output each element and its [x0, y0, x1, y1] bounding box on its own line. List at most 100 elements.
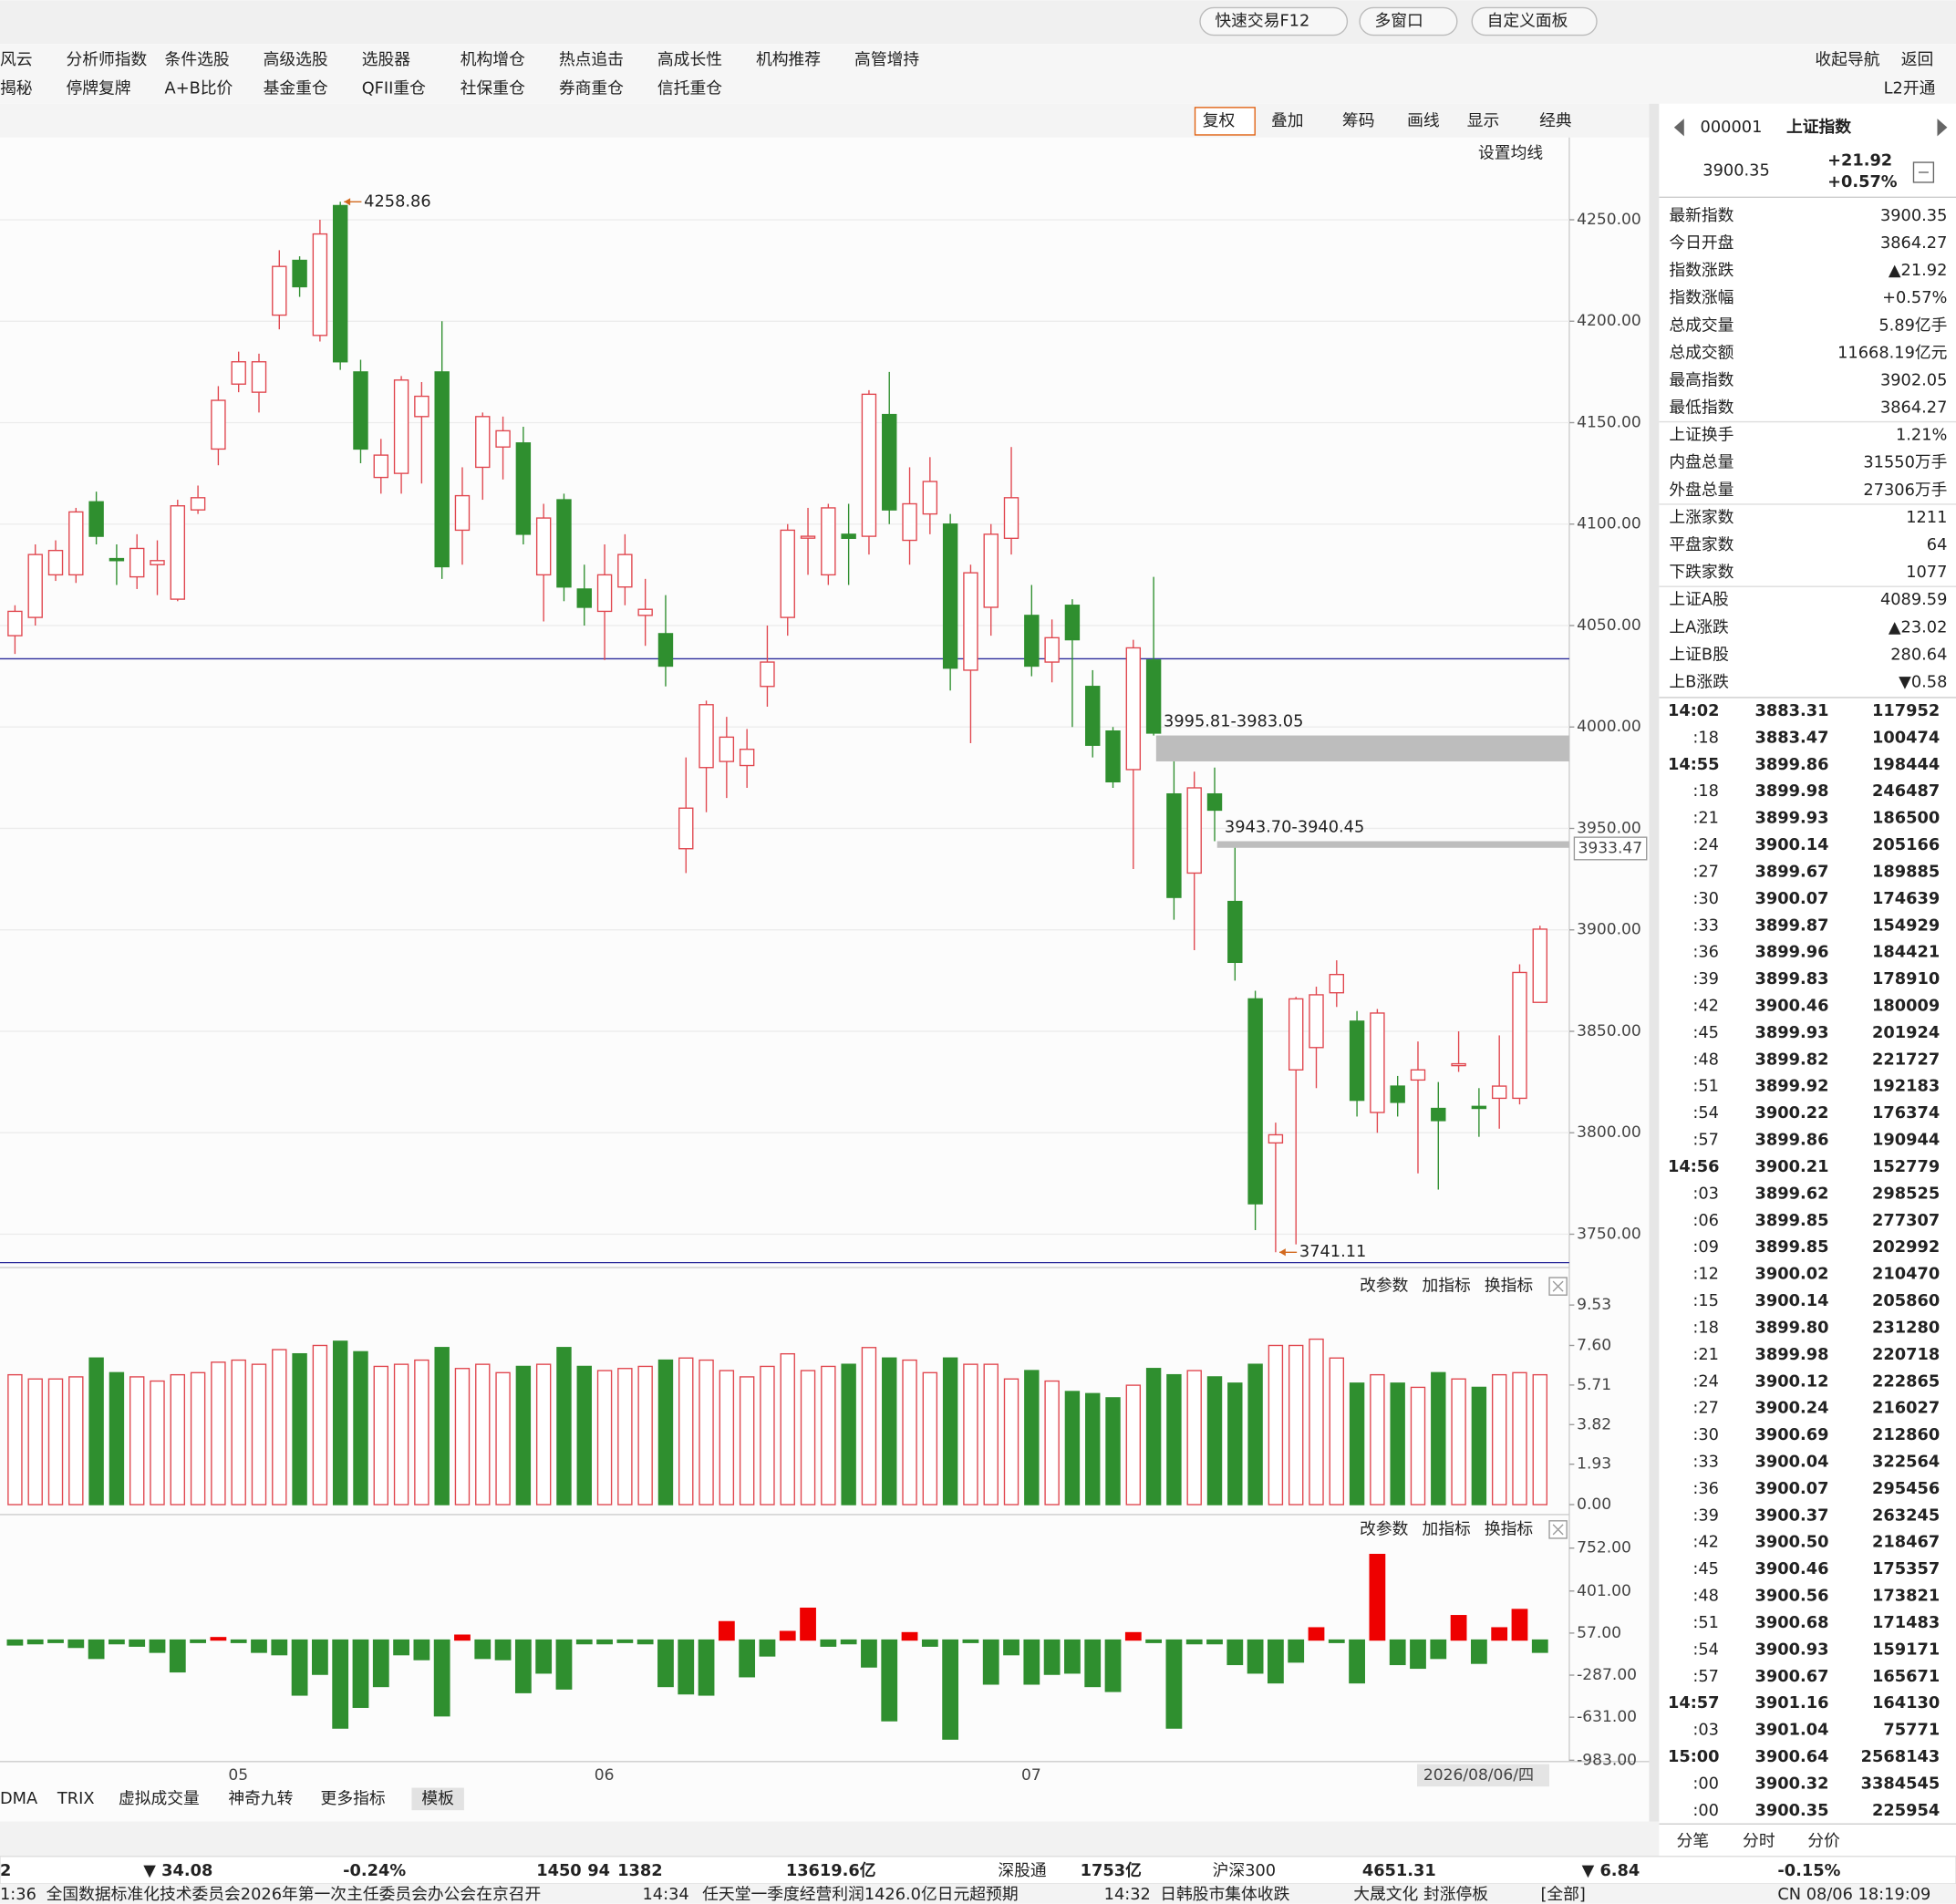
candle-body — [1064, 605, 1081, 641]
bar — [373, 1365, 388, 1506]
candle-body — [150, 560, 165, 565]
quote-value: 3902.05 — [1880, 370, 1947, 389]
ticker-item[interactable]: 全国数据标准化技术委员会2026年第一次主任委员会办公会在京召开 — [47, 1885, 542, 1904]
bar — [272, 1349, 287, 1506]
menu-item[interactable]: 热点追击 — [559, 50, 624, 69]
indicator-tab[interactable]: TRIX — [57, 1789, 95, 1808]
ma-setting[interactable]: 设置均线 — [1478, 143, 1543, 162]
bar — [1227, 1382, 1243, 1506]
tick-volume: 192183 — [1872, 1077, 1940, 1096]
toolbar-button[interactable] — [1471, 6, 1598, 36]
menu-item[interactable]: 返回 — [1901, 50, 1934, 69]
panel-control[interactable]: 加指标 — [1423, 1277, 1471, 1296]
panel-tab[interactable]: 分笔 — [1677, 1831, 1710, 1850]
candle-body — [1410, 1069, 1426, 1081]
collapse-button[interactable] — [1912, 161, 1935, 183]
bar — [902, 1359, 917, 1506]
chart-tool[interactable]: 叠加 — [1271, 111, 1304, 130]
tick-price: 3900.12 — [1755, 1371, 1829, 1391]
panel-control[interactable]: 加指标 — [1423, 1519, 1471, 1538]
annotation-arrow-head — [344, 198, 351, 206]
menu-item[interactable]: 高级选股 — [264, 50, 328, 69]
menu-item[interactable]: 分析师指数 — [67, 50, 148, 69]
bar — [129, 1639, 146, 1647]
panel-control[interactable]: 改参数 — [1360, 1277, 1409, 1296]
menu-item[interactable]: 券商重仓 — [559, 78, 624, 98]
menu-item[interactable]: 风云 — [0, 50, 33, 69]
bar — [800, 1370, 816, 1506]
menu-item[interactable]: 条件选股 — [165, 50, 230, 69]
indicator-tab[interactable]: DMA — [0, 1789, 37, 1808]
bar — [413, 1639, 430, 1661]
menu-item[interactable]: 停牌复牌 — [67, 78, 131, 98]
bar — [1531, 1639, 1548, 1653]
bar — [190, 1639, 206, 1643]
tick-volume: 152779 — [1872, 1157, 1940, 1176]
tick-price: 3900.37 — [1755, 1506, 1829, 1525]
bar — [109, 1639, 125, 1645]
panel-tab[interactable]: 分时 — [1743, 1831, 1775, 1850]
bar — [1491, 1627, 1508, 1641]
bar — [657, 1359, 674, 1506]
menu-item[interactable]: 高管增持 — [854, 50, 919, 69]
candle-body — [129, 547, 145, 578]
indicator-tab[interactable]: 神奇九转 — [228, 1789, 293, 1808]
candle-body — [475, 416, 491, 469]
menu-item[interactable]: 社保重仓 — [461, 78, 525, 98]
bar — [150, 1380, 165, 1506]
tick-volume: 173821 — [1872, 1587, 1940, 1606]
stock-change-pct: +0.57% — [1827, 172, 1898, 191]
panel-control[interactable]: 换指标 — [1485, 1519, 1533, 1538]
ticker-item[interactable]: 日韩股市集体收跌 — [1160, 1885, 1289, 1904]
chart-tool[interactable]: 显示 — [1467, 111, 1500, 130]
ticker-item[interactable]: 大晟文化 封涨停板 — [1353, 1885, 1488, 1904]
candle-body — [902, 502, 917, 542]
panel-control[interactable]: 换指标 — [1485, 1277, 1533, 1296]
chart-tool[interactable]: 复权 — [1203, 111, 1236, 130]
menu-item[interactable]: A+B比价 — [165, 78, 233, 98]
bar — [1145, 1368, 1162, 1506]
menu-item[interactable]: QFII重仓 — [362, 78, 426, 98]
y-tick-label: 9.53 — [1577, 1296, 1611, 1314]
menu-item[interactable]: 基金重仓 — [264, 78, 328, 98]
menu-item[interactable]: 机构增仓 — [461, 50, 525, 69]
next-arrow[interactable] — [1937, 119, 1948, 137]
tick-price: 3900.67 — [1755, 1667, 1829, 1686]
panel-control[interactable]: 改参数 — [1360, 1519, 1409, 1538]
candle-body — [535, 517, 552, 576]
chart-tool[interactable]: 经典 — [1539, 111, 1572, 130]
menu-item[interactable]: 机构推荐 — [756, 50, 821, 69]
ticker-item[interactable]: 任天堂一季度经营利润1426.0亿日元超预期 — [702, 1885, 1018, 1904]
menu-item[interactable]: 信托重仓 — [657, 78, 722, 98]
active-button[interactable] — [1194, 107, 1256, 136]
menu-item[interactable]: 收起导航 — [1815, 50, 1879, 69]
candle-body — [495, 429, 511, 448]
ticker-item[interactable]: [全部] — [1540, 1885, 1585, 1904]
chart-tool[interactable]: 筹码 — [1342, 111, 1375, 130]
menu-item[interactable]: 揭秘 — [0, 78, 33, 98]
candle-body — [1227, 900, 1243, 964]
tick-time: 14:02 — [1668, 701, 1720, 720]
prev-arrow[interactable] — [1673, 119, 1684, 137]
candle-body — [942, 523, 958, 669]
bar — [494, 1639, 512, 1661]
menu-item[interactable]: 高成长性 — [657, 50, 722, 69]
menu-item[interactable]: 选股器 — [362, 50, 411, 69]
bar — [596, 1370, 613, 1506]
y-tick-label: 4250.00 — [1577, 211, 1641, 229]
toolbar-button[interactable] — [1199, 6, 1349, 36]
tick-price: 3900.46 — [1755, 997, 1829, 1016]
toolbar-button[interactable] — [1359, 6, 1458, 36]
tick-price: 3900.22 — [1755, 1103, 1829, 1123]
quote-value: 1.21% — [1896, 426, 1947, 445]
indicator-tab[interactable]: 更多指标 — [321, 1789, 386, 1808]
tick-price: 3899.83 — [1755, 969, 1829, 988]
indicator-tab[interactable]: 虚拟成交量 — [119, 1789, 200, 1808]
bar — [556, 1347, 572, 1506]
chart-tool[interactable]: 画线 — [1407, 111, 1440, 130]
panel-tab[interactable]: 分价 — [1807, 1831, 1840, 1850]
l2-badge[interactable]: L2开通 — [1884, 78, 1936, 98]
tick-volume: 322564 — [1872, 1453, 1940, 1472]
indicator-tab[interactable]: 模板 — [421, 1789, 454, 1808]
